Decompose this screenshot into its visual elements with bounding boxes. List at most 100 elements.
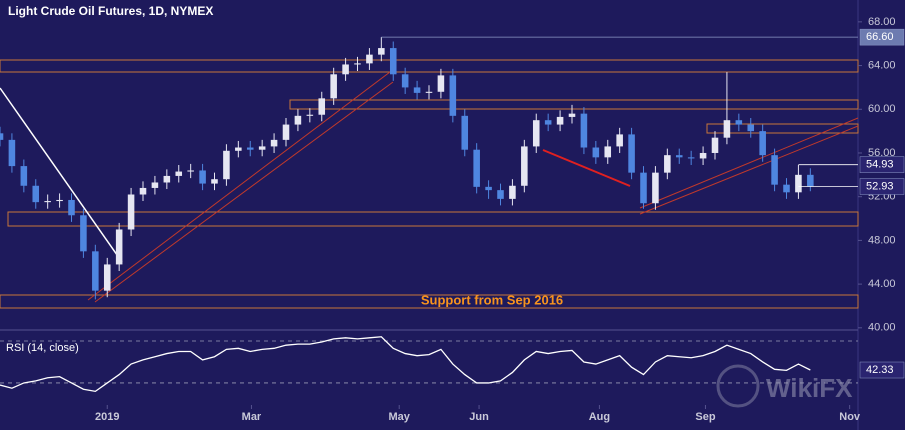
y-tick-label: 60.00	[868, 103, 896, 115]
candle-body	[163, 175, 171, 183]
support-zone	[7, 211, 859, 227]
x-tick-label: Mar	[242, 411, 262, 423]
candle-body	[699, 152, 707, 159]
candle-body	[664, 155, 671, 173]
candle-body	[640, 172, 647, 204]
candle-body	[461, 115, 469, 150]
candle-body	[32, 185, 40, 203]
divergence-line	[542, 149, 631, 187]
y-tick-label: 40.00	[868, 322, 896, 334]
x-tick-label: May	[389, 411, 411, 423]
price-marker-label: 52.93	[866, 180, 894, 192]
candle-body	[437, 75, 445, 92]
x-tick-label: Nov	[839, 411, 861, 423]
candle-body	[592, 147, 600, 158]
candle-body	[56, 199, 63, 202]
candle-body	[509, 185, 516, 199]
trend-channel	[639, 125, 859, 215]
candle-body	[735, 120, 743, 125]
y-tick-label: 56.00	[868, 147, 896, 159]
candle-body	[115, 229, 123, 265]
candle-body	[616, 134, 623, 147]
price-marker	[859, 178, 905, 195]
candle-body	[473, 149, 480, 187]
candle-body	[199, 170, 206, 184]
candle-body	[175, 171, 183, 176]
candle-body	[747, 124, 755, 132]
candle-body	[497, 190, 504, 199]
candle-body	[771, 155, 778, 185]
candle-body	[544, 120, 552, 125]
candle-body	[246, 147, 254, 150]
candle-body	[211, 179, 218, 184]
x-tick-label: Jun	[469, 411, 489, 423]
rsi-marker	[859, 361, 905, 379]
y-tick-label: 48.00	[868, 234, 896, 246]
trend-line	[0, 87, 123, 263]
candle-body	[675, 155, 683, 158]
candle-body	[378, 48, 385, 55]
candle-body	[127, 194, 135, 230]
candle-body	[151, 182, 159, 188]
candle-body	[366, 54, 373, 64]
candle-body	[330, 74, 337, 99]
candle-body	[270, 139, 278, 147]
candle-body	[0, 133, 4, 140]
trend-channel	[94, 81, 394, 303]
candle-body	[759, 131, 766, 156]
candle-body	[711, 137, 719, 153]
candle-body	[44, 201, 51, 203]
candle-body	[92, 251, 99, 291]
candle-body	[187, 170, 194, 172]
candle-body	[604, 146, 612, 158]
candle-body	[628, 134, 635, 173]
candle-body	[687, 157, 695, 159]
candle-body	[354, 63, 361, 65]
candle-body	[556, 116, 564, 125]
candle-body	[795, 174, 802, 193]
candle-body	[282, 124, 290, 140]
candle-body	[652, 172, 659, 204]
candle-body	[521, 146, 528, 186]
candle-body	[807, 174, 814, 187]
candle-body	[8, 139, 16, 167]
candle-body	[223, 150, 230, 180]
watermark-icon	[716, 364, 760, 408]
trend-channel	[87, 71, 391, 301]
y-tick-label: 44.00	[868, 278, 896, 290]
candle-body	[20, 166, 28, 186]
rsi-title: RSI (14, close)	[6, 342, 79, 354]
candle-body	[485, 186, 492, 191]
trend-channel	[639, 117, 859, 209]
candle-body	[580, 113, 588, 148]
support-zone	[0, 294, 859, 309]
resistance-zone	[706, 123, 859, 134]
watermark: WikiFX	[766, 373, 853, 403]
price-marker	[859, 28, 905, 46]
candle-body	[103, 264, 111, 291]
candle-body	[258, 146, 266, 150]
annotation: Support from Sep 2016	[421, 292, 563, 307]
candle-body	[306, 114, 314, 116]
rsi-marker-label: 42.33	[866, 364, 894, 376]
candle-body	[80, 215, 87, 252]
candle-body	[68, 199, 75, 216]
resistance-zone	[289, 99, 859, 110]
candle-body	[425, 91, 433, 93]
candle-body	[413, 87, 421, 93]
candle-body	[318, 98, 326, 115]
candle-body	[449, 75, 457, 116]
chart-title: Light Crude Oil Futures, 1D, NYMEX	[8, 4, 213, 18]
price-marker	[859, 156, 905, 173]
candle-body	[568, 113, 576, 117]
rsi-line	[0, 336, 811, 393]
candle-body	[235, 147, 242, 151]
x-tick-label: 2019	[95, 411, 119, 423]
candle-body	[389, 48, 397, 75]
x-tick-label: Sep	[695, 411, 715, 423]
price-marker-label: 66.60	[866, 31, 894, 43]
candle-body	[532, 120, 540, 147]
candle-body	[139, 187, 147, 195]
y-tick-label: 68.00	[868, 16, 896, 28]
